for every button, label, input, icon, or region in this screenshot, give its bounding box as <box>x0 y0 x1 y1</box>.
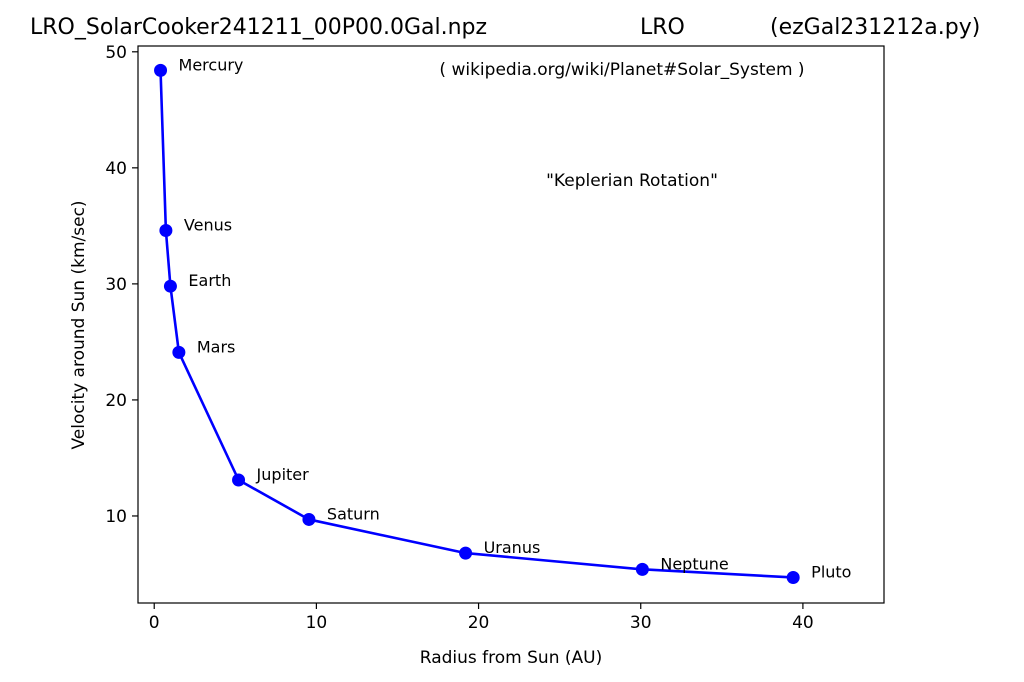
data-point-jupiter <box>232 473 246 487</box>
chart-title: LRO_SolarCooker241211_00P00.0Gal.npz LRO… <box>30 15 980 40</box>
planet-labels: Mercury Venus Earth Mars Jupiter Saturn Uranus… <box>179 55 852 581</box>
y-tick-label: 20 <box>105 391 127 411</box>
data-point-venus <box>159 224 173 238</box>
point-label-mercury: Mercury <box>179 55 244 74</box>
y-tick-label: 30 <box>105 275 127 295</box>
x-tick-label: 20 <box>468 613 490 633</box>
data-point-pluto <box>786 570 800 584</box>
x-axis: 0 10 20 30 40 <box>149 603 814 633</box>
point-label-neptune: Neptune <box>660 554 728 573</box>
y-tick-label: 50 <box>105 43 127 63</box>
data-point-mars <box>172 345 186 359</box>
point-label-jupiter: Jupiter <box>256 465 310 484</box>
x-tick-label: 10 <box>306 613 328 633</box>
title-script: (ezGal231212a.py) <box>770 15 980 40</box>
point-label-pluto: Pluto <box>811 562 851 581</box>
data-point-earth <box>163 279 177 293</box>
source-annotation: ( wikipedia.org/wiki/Planet#Solar_System… <box>439 60 804 80</box>
y-axis: 10 20 30 40 50 <box>105 43 138 527</box>
point-label-saturn: Saturn <box>327 504 380 523</box>
point-label-earth: Earth <box>188 271 231 290</box>
data-point-saturn <box>302 512 316 526</box>
point-label-mars: Mars <box>197 337 236 356</box>
y-axis-label: Velocity around Sun (km/sec) <box>69 200 89 449</box>
series-velocity <box>154 63 800 584</box>
point-label-uranus: Uranus <box>484 538 541 557</box>
y-tick-label: 10 <box>105 507 127 527</box>
data-point-uranus <box>459 546 473 560</box>
point-label-venus: Venus <box>184 216 232 235</box>
plot-area <box>137 45 885 604</box>
x-tick-label: 40 <box>792 613 814 633</box>
y-tick-label: 40 <box>105 159 127 179</box>
x-tick-label: 0 <box>149 613 160 633</box>
x-axis-label: Radius from Sun (AU) <box>420 648 602 668</box>
series-line <box>159 70 794 579</box>
data-point-neptune <box>635 562 649 576</box>
title-filename: LRO_SolarCooker241211_00P00.0Gal.npz <box>30 15 487 40</box>
x-tick-label: 30 <box>630 613 652 633</box>
keplerian-annotation: "Keplerian Rotation" <box>546 171 718 191</box>
data-point-mercury <box>154 63 168 77</box>
title-source: LRO <box>640 15 685 40</box>
